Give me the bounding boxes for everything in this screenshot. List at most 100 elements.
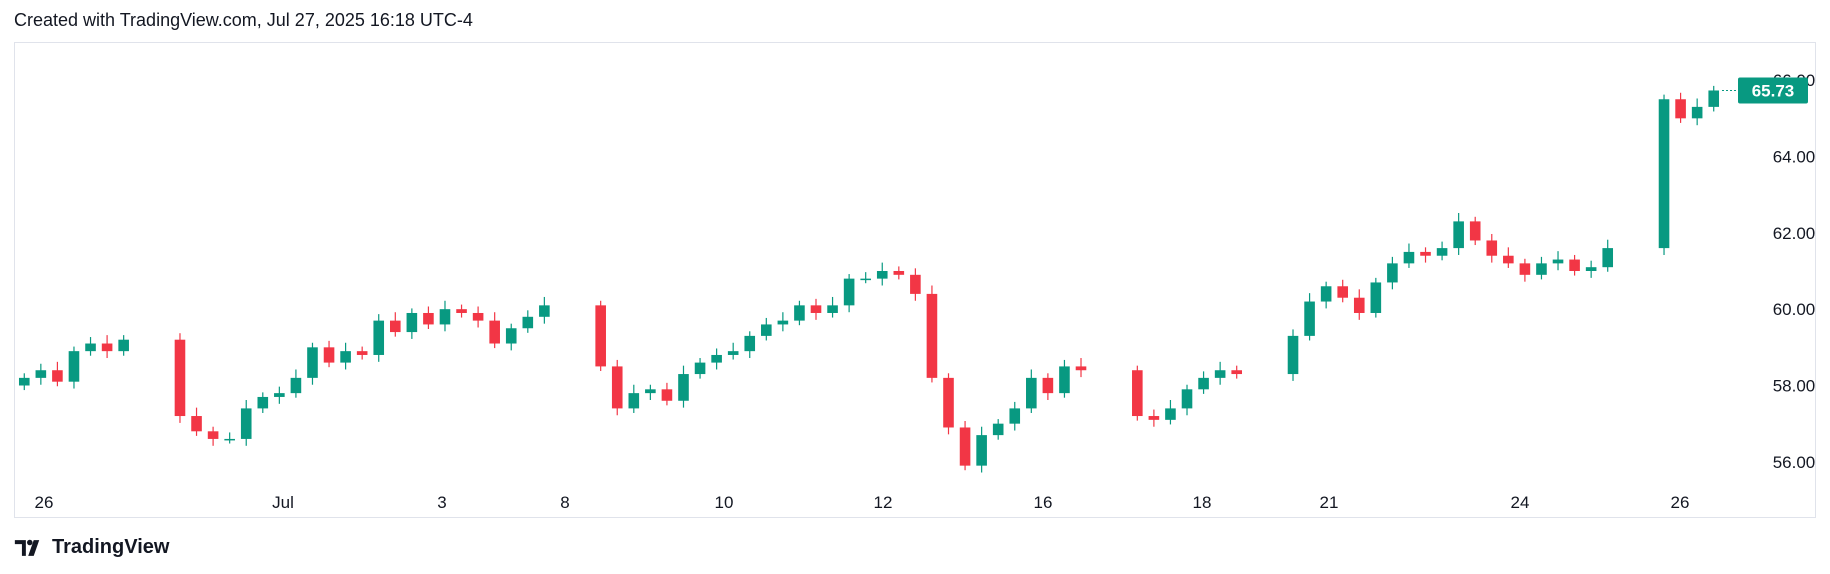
candle-body [959,427,971,466]
candle-body [1042,377,1054,394]
candle-body [611,366,623,409]
candle-body [472,312,484,321]
candle-body [777,320,789,325]
candle-body [1370,282,1382,313]
candle-body [843,278,855,306]
candle-body [1453,221,1464,249]
candle-body [992,423,1004,436]
candle-body [274,393,285,397]
tradingview-logo-icon [14,539,40,556]
chart-frame [14,42,1816,518]
candle-body [439,309,451,325]
candle-body [406,312,418,333]
candle-body [761,324,772,336]
x-tick-label: 18 [1193,493,1212,512]
candle-body [489,320,500,344]
candle-body [1658,99,1670,249]
candle-body [1691,106,1703,119]
candle-body [118,339,129,352]
tradingview-brand[interactable]: TradingView [14,536,169,559]
candle-body [926,293,938,378]
candle-body [1708,90,1720,107]
candle-body [1436,248,1448,256]
candle-body [1214,370,1226,378]
candle-body [1009,408,1021,424]
candle-body [373,320,385,355]
candle-body [1231,370,1243,375]
candle-body [1602,248,1614,268]
candle-body [257,396,269,409]
candle-body [595,305,606,367]
candle-body [456,309,467,313]
x-tick-label: 16 [1034,493,1053,512]
x-tick-label: 26 [35,493,54,512]
candle-body [290,377,302,394]
candle-body [1059,366,1070,394]
candle-body [876,271,888,279]
candle-body [1148,416,1160,420]
candle-body [943,377,954,428]
x-tick-label: 26 [1671,493,1690,512]
candle-body [1486,240,1498,256]
x-tick-label: 8 [560,493,569,512]
candle-body [1675,99,1686,119]
candle-body [1387,263,1398,283]
candle-body [1026,377,1037,409]
candle-body [694,362,706,375]
candle-body [1165,408,1176,420]
candle-body [661,389,673,401]
y-tick-label: 64.00 [1773,148,1816,167]
candle-body [827,305,838,313]
candle-body [240,408,252,439]
x-tick-label: Jul [272,493,294,512]
candle-body [1353,297,1365,313]
x-tick-label: 21 [1320,493,1339,512]
candle-body [1304,301,1315,336]
candle-body [1585,267,1597,271]
candle-body [423,312,434,325]
candle-body [910,274,921,294]
candle-body [810,305,822,313]
candle-body [727,351,739,355]
candle-body [1403,251,1415,264]
candle-body [1503,255,1514,264]
candle-body [356,351,368,355]
candle-body [744,335,756,352]
candle-body [18,377,30,386]
candle-body [794,305,805,321]
candle-body [224,438,235,441]
candle-body [191,416,202,432]
candle-body [101,343,113,352]
candle-body [68,351,80,382]
candle-body [340,351,351,363]
candle-body [1132,370,1143,417]
candle-body [1198,377,1209,390]
y-tick-label: 56.00 [1773,453,1816,472]
candle-body [323,347,335,363]
candle-body [645,389,656,394]
candle-body [539,305,550,317]
candle-body [522,316,534,329]
x-tick-label: 24 [1511,493,1530,512]
candle-body [860,278,871,281]
candle-body [1337,286,1349,298]
last-price-badge [1738,77,1808,104]
candle-body [85,343,96,352]
x-tick-label: 3 [437,493,446,512]
candle-body [1320,286,1332,302]
candle-body [1569,259,1580,271]
candle-body [976,435,987,466]
candle-body [678,374,689,401]
candle-body [207,431,219,439]
candle-body [1469,221,1481,241]
candle-body [711,354,722,363]
chart-header: Created with TradingView.com, Jul 27, 20… [14,10,473,30]
candle-body [505,328,517,344]
brand-name: TradingView [52,536,170,558]
candle-body [1552,259,1564,264]
x-tick-label: 12 [874,493,893,512]
candle-body [307,347,318,378]
candle-body [52,370,63,382]
y-tick-label: 58.00 [1773,377,1816,396]
